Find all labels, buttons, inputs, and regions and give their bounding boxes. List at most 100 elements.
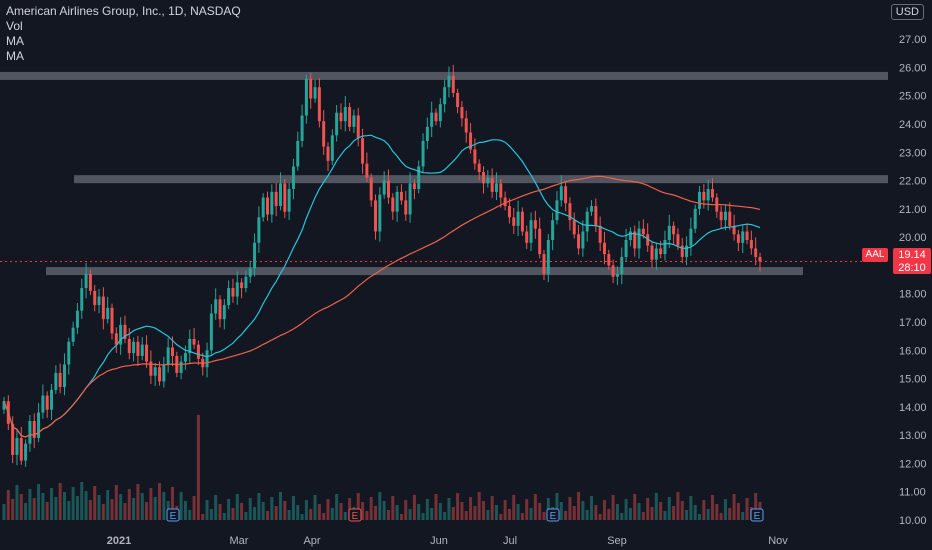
volume-bar — [304, 500, 308, 520]
volume-bar — [386, 510, 390, 520]
candle-body — [421, 140, 425, 167]
volume-bar — [196, 415, 200, 520]
volume-bar — [309, 509, 313, 520]
candle-body — [24, 443, 28, 461]
volume-bar — [205, 500, 209, 520]
candle-body — [559, 186, 563, 201]
volume-bar — [356, 493, 360, 520]
volume-bar — [300, 514, 304, 520]
candle-body — [170, 347, 174, 356]
volume-bar — [24, 503, 28, 520]
volume-bar — [218, 504, 222, 520]
candle-body — [667, 225, 671, 240]
candle-body — [261, 197, 265, 218]
volume-bar — [473, 506, 477, 520]
candle-body — [291, 166, 295, 190]
candle-body — [343, 107, 347, 122]
volume-bar — [650, 507, 654, 520]
volume-bar — [123, 503, 127, 520]
candle-body — [451, 75, 455, 93]
candle-body — [620, 256, 624, 274]
candle-body — [676, 234, 680, 246]
volume-bar — [132, 498, 136, 520]
volume-indicator-label[interactable]: Vol — [6, 19, 23, 33]
candle-body — [166, 347, 170, 365]
candle-body — [395, 191, 399, 212]
volume-bar — [106, 490, 110, 520]
candle-body — [2, 401, 6, 410]
candle-body — [322, 121, 326, 147]
volume-bar — [477, 492, 481, 520]
candle-body — [309, 78, 313, 99]
volume-bar — [512, 495, 516, 520]
candle-body — [564, 186, 568, 204]
candle-body — [326, 146, 330, 161]
currency-label[interactable]: USD — [890, 4, 924, 20]
ticker-tag: AAL — [862, 248, 888, 262]
volume-bar — [443, 512, 447, 520]
candle-body — [456, 92, 460, 108]
price-tick-label: 16.00 — [899, 345, 927, 357]
price-tick-label: 22.00 — [899, 176, 927, 188]
candle-body — [253, 242, 257, 269]
candle-body — [598, 225, 602, 243]
candle-body — [192, 338, 196, 345]
candle-body — [404, 200, 408, 215]
candle-body — [58, 372, 62, 388]
candle-body — [486, 177, 490, 184]
volume-bar — [322, 513, 326, 520]
volume-bar — [577, 492, 581, 520]
candle-body — [581, 231, 585, 249]
candle-body — [300, 115, 304, 141]
volume-bar — [672, 506, 676, 520]
earnings-marker[interactable]: E — [750, 508, 764, 522]
price-tick-label: 24.00 — [899, 119, 927, 131]
earnings-marker[interactable]: E — [166, 508, 180, 522]
candle-body — [499, 183, 503, 198]
candle-body — [607, 254, 611, 266]
candle-body — [37, 412, 41, 438]
candle-body — [698, 191, 702, 209]
candle-body — [41, 395, 45, 413]
candle-body — [127, 338, 131, 354]
earnings-marker[interactable]: E — [348, 508, 362, 522]
ma-indicator-label[interactable]: MA — [6, 34, 24, 48]
candle-body — [348, 107, 352, 127]
volume-bar — [343, 512, 347, 520]
candle-body — [110, 307, 114, 334]
candle-body — [153, 367, 157, 376]
volume-bar — [564, 511, 568, 520]
candle-body — [136, 341, 140, 356]
candle-body — [646, 234, 650, 246]
volume-bar — [192, 496, 196, 520]
candle-body — [538, 228, 542, 255]
volume-bar — [533, 494, 537, 520]
candle-body — [45, 395, 49, 410]
symbol-title[interactable]: American Airlines Group, Inc., 1D, NASDA… — [6, 4, 241, 18]
time-tick-label: Apr — [303, 535, 320, 547]
candle-body — [313, 87, 317, 99]
volume-bar — [425, 499, 429, 520]
candle-body — [386, 180, 390, 198]
volume-bar — [170, 487, 174, 520]
volume-bar — [430, 508, 434, 520]
volume-bar — [296, 505, 300, 520]
candle-body — [520, 211, 524, 232]
candle-body — [75, 310, 79, 328]
volume-bar — [235, 494, 239, 520]
candle-body — [503, 197, 507, 207]
ma-indicator-label-2[interactable]: MA — [6, 49, 24, 63]
volume-bar — [447, 498, 451, 520]
volume-bar — [482, 501, 486, 520]
candle-body — [490, 177, 494, 192]
candle-body — [555, 200, 559, 221]
price-tick-label: 23.00 — [899, 147, 927, 159]
volume-bar — [486, 510, 490, 520]
earnings-marker[interactable]: E — [546, 508, 560, 522]
horizontal-levels — [0, 71, 888, 276]
candle-body — [633, 231, 637, 249]
volume-bar — [499, 514, 503, 520]
volume-bar — [594, 505, 598, 520]
time-tick-label: Jun — [430, 535, 448, 547]
